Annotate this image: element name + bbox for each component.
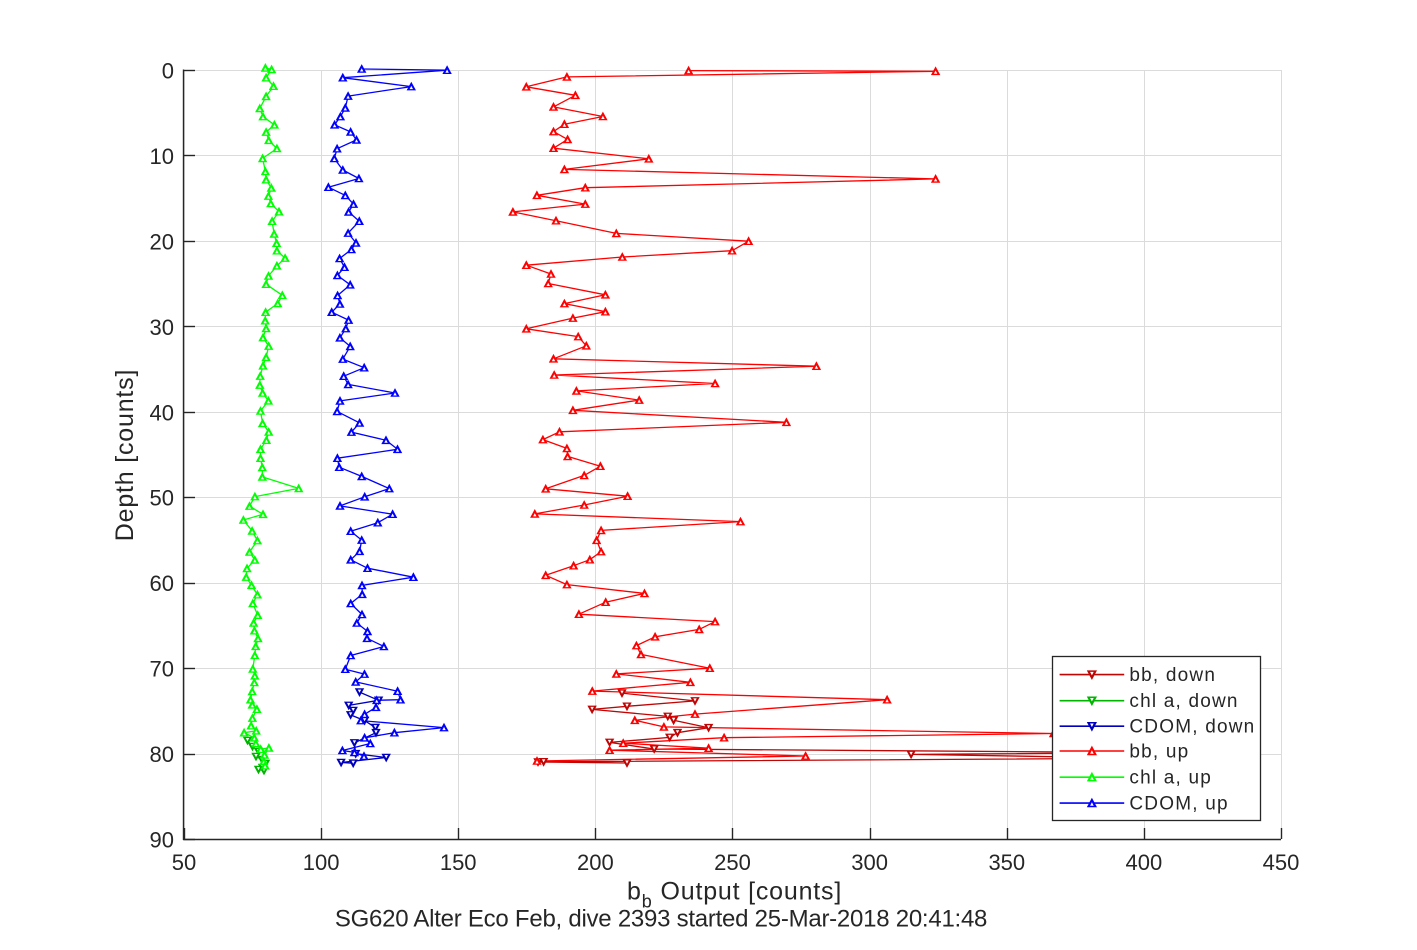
- svg-text:20: 20: [150, 229, 174, 254]
- svg-text:450: 450: [1263, 850, 1300, 875]
- svg-text:100: 100: [303, 850, 340, 875]
- svg-text:SG620 Alter Eco Feb, dive 2393: SG620 Alter Eco Feb, dive 2393 started 2…: [335, 906, 987, 933]
- svg-text:250: 250: [714, 850, 751, 875]
- svg-text:90: 90: [150, 828, 174, 853]
- svg-text:40: 40: [150, 400, 174, 425]
- svg-text:50: 50: [172, 850, 196, 875]
- svg-text:200: 200: [577, 850, 614, 875]
- svg-text:CDOM, down: CDOM, down: [1129, 717, 1255, 738]
- svg-text:CDOM, up: CDOM, up: [1129, 794, 1228, 815]
- svg-text:300: 300: [851, 850, 888, 875]
- svg-text:60: 60: [150, 571, 174, 596]
- svg-text:10: 10: [150, 144, 174, 169]
- svg-text:bb, up: bb, up: [1129, 742, 1189, 763]
- svg-text:Depth [counts]: Depth [counts]: [111, 369, 139, 541]
- svg-text:chl a, down: chl a, down: [1129, 691, 1238, 712]
- svg-text:bb, down: bb, down: [1129, 665, 1216, 686]
- svg-text:50: 50: [150, 486, 174, 511]
- svg-text:0: 0: [162, 59, 174, 84]
- svg-text:350: 350: [988, 850, 1025, 875]
- svg-text:70: 70: [150, 657, 174, 682]
- svg-text:chl a, up: chl a, up: [1129, 768, 1212, 789]
- svg-text:30: 30: [150, 315, 174, 340]
- svg-text:80: 80: [150, 742, 174, 767]
- svg-text:150: 150: [440, 850, 477, 875]
- svg-text:400: 400: [1126, 850, 1163, 875]
